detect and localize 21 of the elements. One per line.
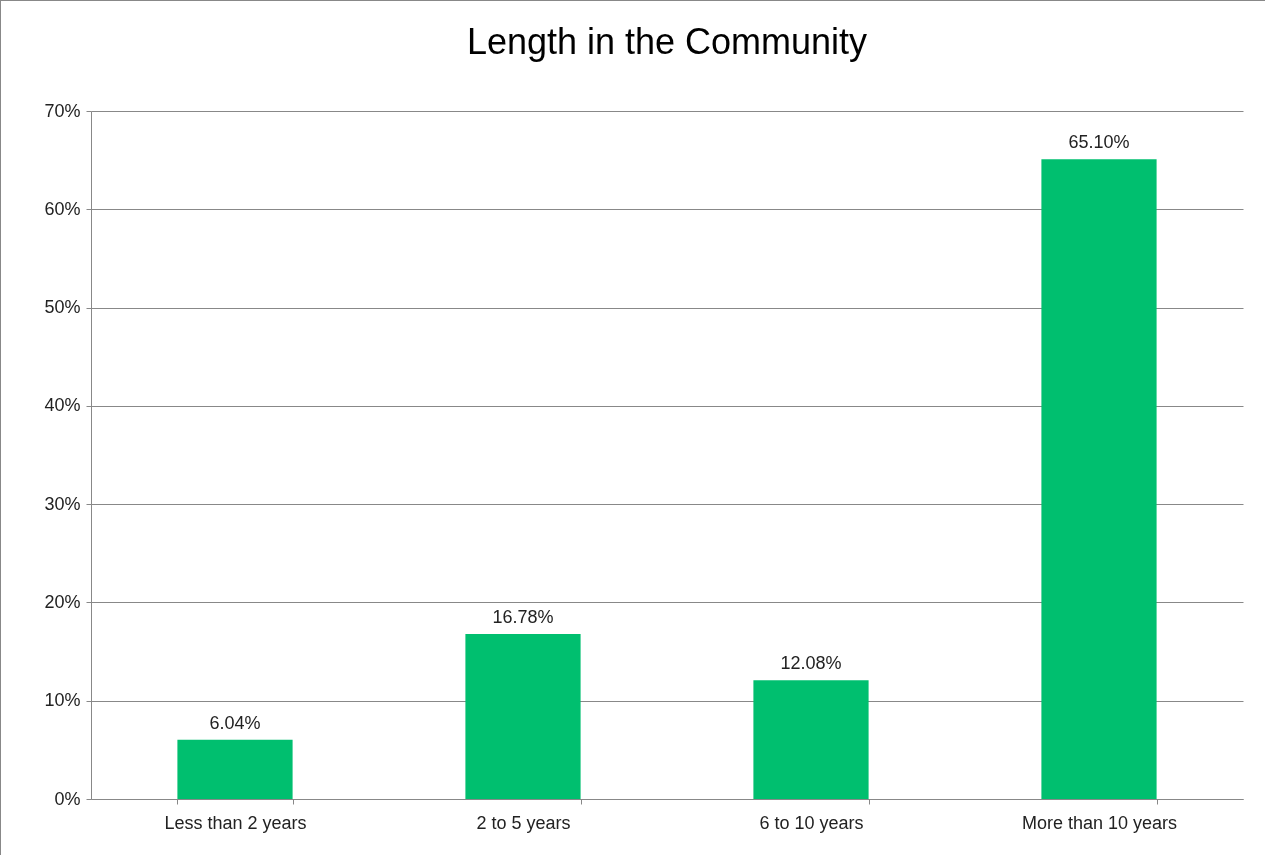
bar <box>465 634 581 799</box>
chart-title: Length in the Community <box>466 21 868 62</box>
data-label: 16.78% <box>492 607 554 628</box>
y-tick-label: 0% <box>54 788 81 809</box>
y-tick-label: 50% <box>44 297 81 318</box>
y-tick-label: 20% <box>44 591 81 612</box>
y-tick-label: 10% <box>44 690 81 711</box>
data-label: 65.10% <box>1068 132 1130 153</box>
x-tick-label: More than 10 years <box>1021 812 1178 833</box>
y-tick-label: 60% <box>44 198 81 219</box>
data-label: 6.04% <box>209 712 261 733</box>
y-tick-label: 40% <box>44 395 81 416</box>
x-tick-label: 6 to 10 years <box>759 812 864 833</box>
x-tick-label: Less than 2 years <box>164 812 307 833</box>
y-tick-label: 30% <box>44 493 81 514</box>
bar <box>753 680 869 799</box>
y-tick-label: 70% <box>44 100 81 121</box>
bar <box>1041 159 1157 799</box>
bar <box>177 739 293 799</box>
x-tick-label: 2 to 5 years <box>476 812 571 833</box>
data-label: 12.08% <box>780 653 842 674</box>
